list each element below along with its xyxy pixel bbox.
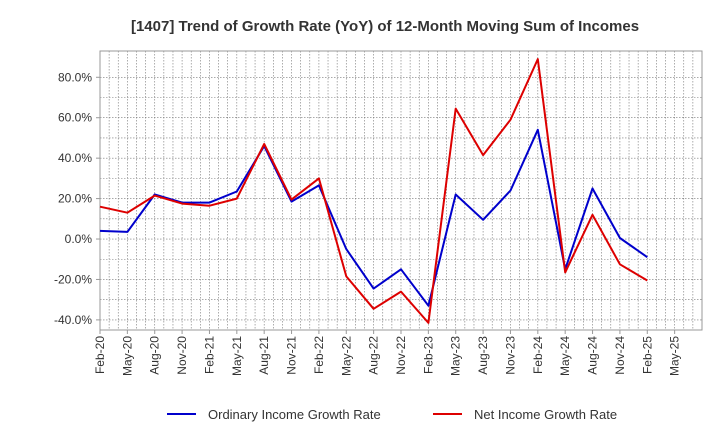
x-tick-label: Aug-23 <box>476 336 490 375</box>
grid <box>100 51 702 330</box>
series-line <box>99 58 648 324</box>
x-tick-label: Feb-21 <box>202 336 216 374</box>
x-tick-label: May-25 <box>668 336 682 376</box>
x-tick-label: May-20 <box>120 336 134 376</box>
x-tick-label: Nov-22 <box>394 336 408 375</box>
x-tick-label: Nov-20 <box>175 336 189 375</box>
x-tick-label: Aug-21 <box>257 336 271 375</box>
legend-label: Net Income Growth Rate <box>474 407 617 422</box>
series-line <box>99 128 648 307</box>
y-tick-label: -40.0% <box>54 313 92 327</box>
x-tick-label: May-23 <box>449 336 463 376</box>
x-tick-label: Feb-20 <box>93 336 107 374</box>
x-tick-label: Feb-24 <box>531 336 545 374</box>
x-tick-label: Aug-22 <box>367 336 381 375</box>
legend: Ordinary Income Growth Rate Net Income Gr… <box>167 407 617 422</box>
x-tick-label: Feb-23 <box>421 336 435 374</box>
legend-label: Ordinary Income Growth Rate <box>208 407 381 422</box>
x-tick-label: Nov-21 <box>285 336 299 375</box>
y-tick-label: 0.0% <box>65 232 93 246</box>
x-tick-label: Nov-24 <box>613 336 627 375</box>
x-tick-label: Feb-22 <box>312 336 326 374</box>
x-tick-label: May-22 <box>339 336 353 376</box>
chart-title: [1407] Trend of Growth Rate (YoY) of 12-… <box>131 18 639 35</box>
x-tick-label: Feb-25 <box>640 336 654 374</box>
y-tick-label: 40.0% <box>58 151 92 165</box>
x-tick-label: Aug-20 <box>148 336 162 375</box>
y-tick-label: -20.0% <box>54 272 92 286</box>
x-tick-label: May-24 <box>558 336 572 376</box>
y-tick-label: 20.0% <box>58 192 92 206</box>
x-tick-label: Nov-23 <box>503 336 517 375</box>
y-tick-label: 60.0% <box>58 111 92 125</box>
x-axis: Feb-20 May-20 Aug-20 Nov-20 Feb-21 May-21 Aug-… <box>93 330 682 376</box>
series-layer <box>99 58 648 324</box>
y-tick-label: 80.0% <box>58 70 92 84</box>
y-axis: -40.0% -20.0% 0.0% 20.0% 40.0% 60.0% 80.0% <box>54 70 100 327</box>
x-tick-label: May-21 <box>230 336 244 376</box>
x-tick-label: Aug-24 <box>586 336 600 375</box>
